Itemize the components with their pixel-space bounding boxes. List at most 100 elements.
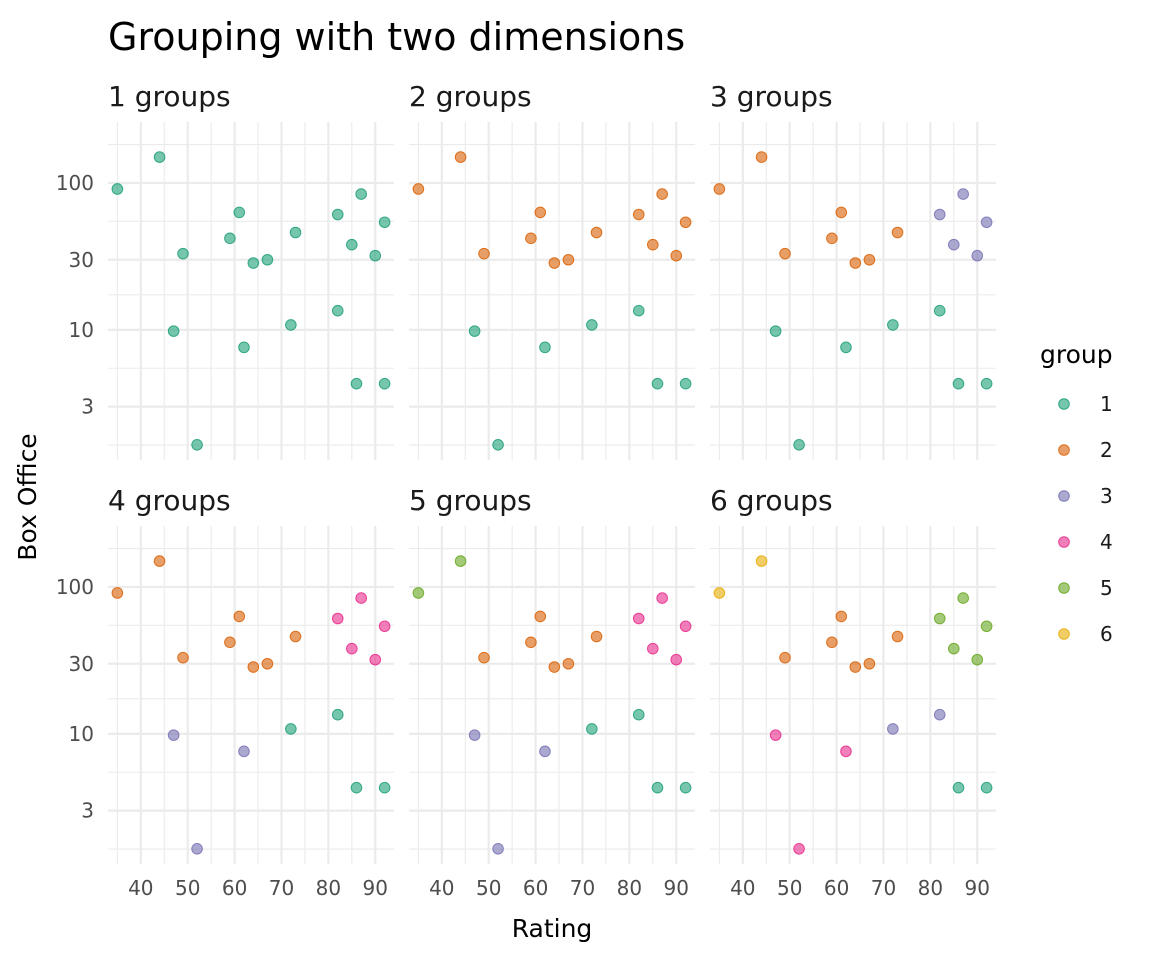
x-tick-label: 90 <box>363 876 388 900</box>
data-point <box>647 642 659 655</box>
x-tick-label: 90 <box>664 876 689 900</box>
data-point <box>755 555 768 567</box>
data-point <box>238 341 250 354</box>
data-point <box>378 781 391 794</box>
facet-panel-2: 2 groups <box>409 80 695 460</box>
x-tick-label: 50 <box>777 876 802 900</box>
data-point <box>378 620 391 633</box>
data-point <box>887 723 899 735</box>
data-point <box>971 249 984 262</box>
data-point <box>586 319 598 331</box>
data-point <box>289 226 302 239</box>
data-point <box>891 630 904 643</box>
data-point <box>679 620 692 633</box>
data-point <box>769 325 782 337</box>
data-point <box>346 642 358 655</box>
facet-title: 4 groups <box>108 484 231 517</box>
data-point <box>840 745 852 758</box>
points <box>713 555 993 855</box>
data-point <box>933 304 946 317</box>
data-point <box>412 183 425 195</box>
data-point <box>331 208 344 221</box>
data-point <box>793 842 805 855</box>
facet-title: 3 groups <box>710 80 833 113</box>
data-point <box>647 238 659 251</box>
legend-key-2 <box>1058 444 1070 456</box>
facet-panels: 1 groups 2 groups 3 groups 4 groups 5 groups… <box>108 80 996 864</box>
data-point <box>478 651 490 664</box>
data-point <box>590 226 603 239</box>
points <box>713 151 993 451</box>
data-point <box>369 249 382 262</box>
data-point <box>548 257 561 269</box>
data-point <box>355 592 367 604</box>
data-point <box>153 151 166 163</box>
gridlines <box>108 526 394 864</box>
data-point <box>331 304 344 317</box>
data-point <box>971 653 984 666</box>
data-point <box>350 781 363 794</box>
data-point <box>835 610 848 623</box>
data-point <box>534 206 547 219</box>
data-point <box>863 253 876 266</box>
data-point <box>548 661 561 673</box>
points <box>412 151 692 451</box>
x-tick-label: 60 <box>523 876 548 900</box>
data-point <box>713 183 726 195</box>
data-point <box>167 325 180 337</box>
data-point <box>167 729 180 741</box>
data-point <box>632 304 645 317</box>
data-point <box>933 612 946 625</box>
facet-title: 1 groups <box>108 80 231 113</box>
data-point <box>289 630 302 643</box>
x-tick-label: 40 <box>730 876 755 900</box>
points <box>412 555 692 855</box>
data-point <box>980 377 993 390</box>
data-point <box>632 708 645 721</box>
data-point <box>713 587 726 599</box>
data-point <box>651 781 664 794</box>
axis-ticks: 3 10 30 100 3 10 30 100 40 50 60 70 80 90 40 50 60 70 80 90… <box>56 171 990 900</box>
data-point <box>586 723 598 735</box>
data-point <box>670 653 683 666</box>
data-point <box>793 438 805 451</box>
data-point <box>590 630 603 643</box>
data-point <box>656 592 668 604</box>
data-point <box>933 208 946 221</box>
data-point <box>826 636 838 649</box>
legend-label-3: 3 <box>1100 484 1113 508</box>
legend-key-6 <box>1058 628 1070 640</box>
legend-key-4 <box>1058 536 1070 548</box>
data-point <box>632 612 645 625</box>
data-point <box>331 708 344 721</box>
data-point <box>679 781 692 794</box>
facet-panel-3: 3 groups <box>710 80 996 460</box>
data-point <box>562 253 575 266</box>
data-point <box>346 238 358 251</box>
data-point <box>539 341 551 354</box>
facet-title: 2 groups <box>409 80 532 113</box>
gridlines <box>409 122 695 460</box>
gridlines <box>409 526 695 864</box>
y-tick-label: 10 <box>69 318 94 342</box>
data-point <box>350 377 363 390</box>
data-point <box>755 151 768 163</box>
data-point <box>378 377 391 390</box>
data-point <box>948 238 960 251</box>
data-point <box>952 377 965 390</box>
data-point <box>191 842 203 855</box>
x-axis-title: Rating <box>512 914 593 943</box>
data-point <box>492 842 504 855</box>
y-tick-label: 100 <box>56 171 94 195</box>
data-point <box>670 249 683 262</box>
data-point <box>285 319 297 331</box>
facet-panel-4: 4 groups <box>108 484 394 864</box>
data-point <box>863 657 876 670</box>
points <box>111 151 391 451</box>
data-point <box>779 247 791 260</box>
points <box>111 555 391 855</box>
data-point <box>679 377 692 390</box>
data-point <box>224 636 236 649</box>
data-point <box>454 151 467 163</box>
x-tick-label: 80 <box>316 876 341 900</box>
